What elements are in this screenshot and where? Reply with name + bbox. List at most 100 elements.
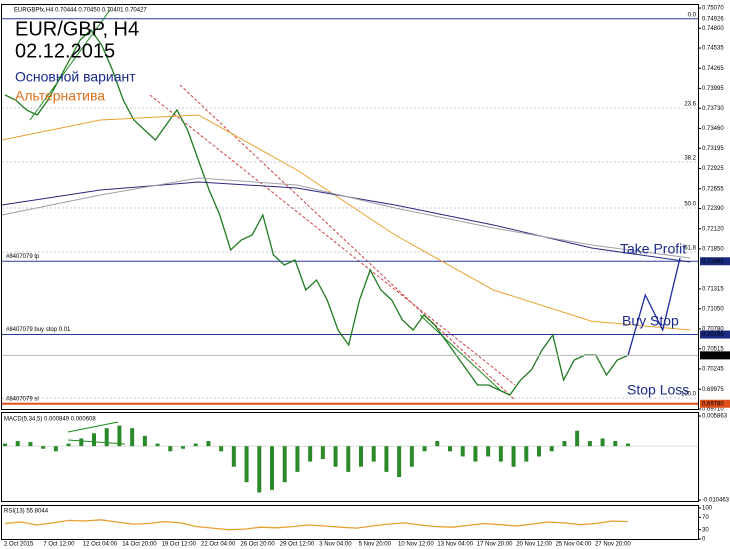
y-tick-label: 0.73195 <box>702 146 724 152</box>
histogram-bar <box>613 441 618 447</box>
histogram-bar <box>333 446 338 467</box>
y-tick-label: 0.72390 <box>702 206 724 212</box>
histogram-bar <box>231 446 236 467</box>
histogram-bar <box>511 446 516 467</box>
y-tick-label: 0.73995 <box>702 86 724 92</box>
price-tag <box>700 351 730 360</box>
histogram-bar <box>422 446 427 452</box>
fib-label: 23.6 <box>684 102 696 108</box>
trend-line <box>67 421 119 433</box>
histogram-bar <box>257 446 262 493</box>
order-label: #8407079 sl <box>6 396 39 402</box>
histogram-bar <box>117 425 122 447</box>
y-tick-label: 0.70245 <box>702 367 724 373</box>
y-tick-label: -0.010463 <box>702 498 730 504</box>
main-panel <box>1 4 699 410</box>
histogram-bar <box>320 446 325 460</box>
y-tick-label: 0.71850 <box>702 246 724 252</box>
x-tick-label: 3 Nov 04:00 <box>319 542 352 548</box>
y-tick-label: 0.74265 <box>702 66 724 72</box>
order-label: #8407079 buy stop 0.01 <box>6 327 71 333</box>
histogram-bar <box>626 443 630 447</box>
y-tick-label: 0.73460 <box>702 126 724 132</box>
histogram-bar <box>562 441 567 447</box>
histogram-bar <box>384 446 389 472</box>
histogram-bar <box>79 438 84 447</box>
annotation: Stop Loss <box>627 382 689 398</box>
histogram-bar <box>244 446 249 483</box>
y-tick-label: 0.71315 <box>702 287 724 293</box>
fib-label: 61.8 <box>684 246 696 252</box>
fib-label: 0.0 <box>688 12 697 18</box>
x-tick-label: 13 Nov 04:00 <box>437 542 473 548</box>
annotation: Buy Stop <box>622 313 679 329</box>
histogram-bar <box>92 433 96 447</box>
fib-label: 38.2 <box>684 156 696 162</box>
histogram-bar <box>486 446 491 457</box>
histogram-bar <box>549 446 554 452</box>
price-tag-label: 0.74926 <box>702 16 724 22</box>
histogram-bar <box>28 442 33 447</box>
price-tag <box>700 399 730 408</box>
histogram-bar <box>181 446 185 449</box>
y-tick-label: 0.70515 <box>702 346 724 352</box>
indicator-line <box>4 519 629 531</box>
histogram-bar <box>575 430 580 447</box>
y-tick-label: 0.74535 <box>702 46 724 52</box>
x-tick-label: 2 Oct 2015 <box>4 542 34 548</box>
x-tick-label: 5 Nov 20:00 <box>359 542 392 548</box>
moving-average <box>1 114 691 331</box>
annotation: EUR/GBP, H4 <box>15 18 139 40</box>
y-tick-label: 0 <box>702 537 706 543</box>
price-line <box>4 29 629 396</box>
price-tag-label: 0.70427 <box>702 353 724 359</box>
forecast-line <box>627 257 681 356</box>
y-tick-label: 0.73730 <box>702 106 724 112</box>
rsi-panel <box>1 505 699 540</box>
price-tag-label: 0.71685 <box>702 259 724 265</box>
fib-label: 100.0 <box>681 392 697 398</box>
price-tag <box>700 14 730 23</box>
x-tick-label: 27 Nov 20:00 <box>595 542 631 548</box>
annotation: Основной вариант <box>15 69 136 85</box>
trend-line <box>179 84 516 401</box>
annotation: Альтернатива <box>15 88 105 104</box>
histogram-bar <box>155 443 160 447</box>
symbol-header: EURGBPfx,H4 0.70444 0.70450 0.70401 0.70… <box>14 8 147 14</box>
price-tag-label: 0.70705 <box>702 332 724 338</box>
x-tick-label: 26 Oct 20:00 <box>240 542 275 548</box>
trend-line <box>149 94 516 386</box>
indicator-title: MACD(5,34,5) 0.000849 0.000608 <box>4 417 96 423</box>
y-tick-label: 0.69975 <box>702 387 724 393</box>
histogram-bar <box>308 446 313 462</box>
x-tick-label: 19 Oct 12:00 <box>162 542 197 548</box>
annotation: Take Profit <box>620 241 686 257</box>
price-tag-label: 0.69780 <box>702 401 724 407</box>
histogram-bar <box>524 446 529 462</box>
histogram-bar <box>397 446 402 478</box>
x-tick-label: 29 Oct 12:00 <box>280 542 315 548</box>
x-tick-label: 7 Oct 12:00 <box>43 542 75 548</box>
histogram-bar <box>448 446 452 452</box>
histogram-bar <box>193 443 198 447</box>
x-tick-label: 20 Nov 12:00 <box>516 542 552 548</box>
x-tick-label: 22 Oct 04:00 <box>201 542 236 548</box>
y-tick-label: 0.72655 <box>702 186 724 192</box>
histogram-bar <box>346 446 351 472</box>
annotation: 02.12.2015 <box>15 40 115 62</box>
histogram-bar <box>587 441 592 447</box>
histogram-bar <box>15 441 20 447</box>
order-label: #8407079 tp <box>6 254 40 260</box>
y-tick-label: 0.71050 <box>702 306 724 312</box>
histogram-bar <box>295 446 300 472</box>
x-tick-label: 14 Oct 20:00 <box>122 542 157 548</box>
indicator-title: RSI(13) 55.8044 <box>4 509 49 515</box>
y-tick-label: 0.74800 <box>702 26 724 32</box>
trend-line <box>419 314 501 391</box>
y-tick-label: 0.75070 <box>702 6 724 12</box>
macd-panel <box>1 412 699 502</box>
histogram-bar <box>270 446 274 490</box>
histogram-bar <box>168 446 173 452</box>
